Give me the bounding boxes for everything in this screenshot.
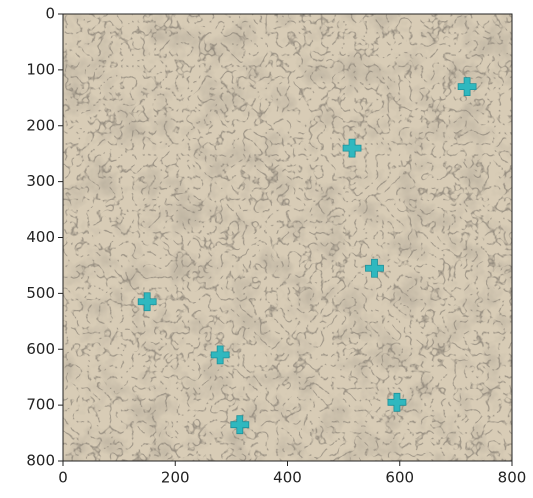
y-tick-label: 300 [26, 172, 55, 190]
x-tick-label: 0 [58, 469, 68, 487]
y-tick-label: 0 [45, 5, 55, 23]
y-tick-label: 700 [26, 396, 55, 414]
y-tick-label: 100 [26, 60, 55, 78]
marker [210, 345, 230, 365]
x-tick-label: 600 [385, 469, 414, 487]
y-tick-label: 800 [26, 452, 55, 470]
image [63, 14, 512, 461]
marker [387, 392, 407, 412]
marker [137, 292, 157, 312]
x-tick-label: 200 [161, 469, 190, 487]
x-tick-label: 800 [498, 469, 527, 487]
image-texture [63, 14, 512, 461]
x-tick-label: 400 [273, 469, 302, 487]
y-tick-label: 500 [26, 284, 55, 302]
marker [342, 138, 362, 158]
y-tick-label: 200 [26, 116, 55, 134]
marker [457, 77, 477, 97]
marker [230, 415, 250, 435]
y-tick-label: 400 [26, 228, 55, 246]
y-tick-label: 600 [26, 340, 55, 358]
marker [365, 258, 384, 278]
